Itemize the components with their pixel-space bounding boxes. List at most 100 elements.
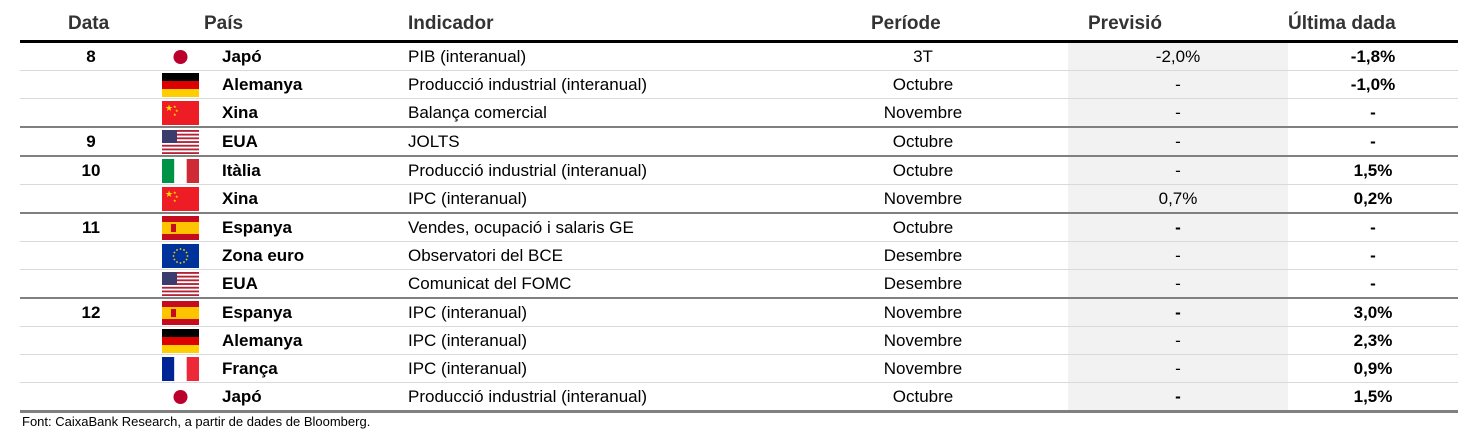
- table-row: ★ ★ ★ ★ Xina IPC (interanual) Novembre 0,7%…: [20, 184, 1458, 214]
- indicator-cell: Observatori del BCE: [408, 241, 808, 270]
- flag-italy-icon: [162, 158, 199, 183]
- last-value-cell: 0,2%: [1288, 184, 1458, 214]
- flag-china-icon: ★ ★ ★ ★: [162, 186, 199, 211]
- date-cell: [20, 184, 162, 214]
- forecast-cell: -: [1068, 382, 1288, 413]
- date-cell: 11: [20, 212, 162, 242]
- country-cell: EUA: [222, 126, 408, 157]
- indicator-cell: Vendes, ocupació i salaris GE: [408, 212, 808, 242]
- indicator-cell: PIB (interanual): [408, 40, 808, 71]
- period-cell: Novembre: [808, 297, 1068, 327]
- svg-text:★: ★: [175, 194, 179, 199]
- date-cell: [20, 269, 162, 299]
- indicator-cell: IPC (interanual): [408, 326, 808, 355]
- country-cell: Japó: [222, 382, 408, 413]
- date-cell: 12: [20, 297, 162, 327]
- date-cell: [20, 382, 162, 413]
- last-value-cell: 0,9%: [1288, 354, 1458, 383]
- svg-text:★: ★: [173, 198, 177, 203]
- indicator-cell: JOLTS: [408, 126, 808, 157]
- country-cell: Espanya: [222, 212, 408, 242]
- indicator-cell: IPC (interanual): [408, 184, 808, 214]
- country-cell: Alemanya: [222, 326, 408, 355]
- indicator-cell: IPC (interanual): [408, 354, 808, 383]
- forecast-cell: -: [1068, 212, 1288, 242]
- table-row: 10 Itàlia Producció industrial (interanu…: [20, 155, 1458, 185]
- table-row: Japó Producció industrial (interanual) O…: [20, 382, 1458, 413]
- date-cell: [20, 241, 162, 270]
- table-row: Alemanya IPC (interanual) Novembre - 2,3…: [20, 326, 1458, 355]
- table-row: 9 EUA JOLTS Octubre - -: [20, 126, 1458, 157]
- date-cell: [20, 326, 162, 355]
- country-cell: Espanya: [222, 297, 408, 327]
- period-cell: 3T: [808, 40, 1068, 71]
- last-value-cell: -1,0%: [1288, 70, 1458, 99]
- svg-text:★: ★: [175, 108, 179, 113]
- forecast-cell: -2,0%: [1068, 40, 1288, 71]
- period-cell: Octubre: [808, 155, 1068, 185]
- last-value-cell: -: [1288, 269, 1458, 299]
- forecast-cell: -: [1068, 126, 1288, 157]
- last-value-cell: -: [1288, 98, 1458, 128]
- date-cell: [20, 354, 162, 383]
- forecast-cell: -: [1068, 326, 1288, 355]
- svg-text:★: ★: [173, 104, 177, 109]
- table-row: Alemanya Producció industrial (interanua…: [20, 70, 1458, 99]
- flag-germany-icon: [162, 72, 199, 97]
- last-value-cell: -: [1288, 126, 1458, 157]
- svg-text:★: ★: [165, 189, 173, 199]
- svg-text:★: ★: [173, 190, 177, 195]
- indicator-cell: Producció industrial (interanual): [408, 70, 808, 99]
- flag-japan-icon: [162, 384, 199, 409]
- last-value-cell: 2,3%: [1288, 326, 1458, 355]
- table-row: 8 Japó PIB (interanual) 3T -2,0% -1,8%: [20, 40, 1458, 71]
- last-value-cell: -: [1288, 241, 1458, 270]
- period-cell: Octubre: [808, 212, 1068, 242]
- period-cell: Desembre: [808, 269, 1068, 299]
- country-cell: França: [222, 354, 408, 383]
- period-cell: Novembre: [808, 326, 1068, 355]
- last-value-cell: -: [1288, 212, 1458, 242]
- last-value-cell: 1,5%: [1288, 382, 1458, 413]
- last-value-cell: -1,8%: [1288, 40, 1458, 71]
- forecast-cell: -: [1068, 297, 1288, 327]
- period-cell: Octubre: [808, 382, 1068, 413]
- indicator-cell: Producció industrial (interanual): [408, 382, 808, 413]
- forecast-cell: -: [1068, 269, 1288, 299]
- indicator-cell: Producció industrial (interanual): [408, 155, 808, 185]
- header-date: Data: [68, 13, 110, 34]
- last-value-cell: 1,5%: [1288, 155, 1458, 185]
- flag-spain-icon: [162, 300, 199, 325]
- indicator-cell: Balança comercial: [408, 98, 808, 128]
- header-period: Període: [871, 13, 941, 34]
- country-cell: EUA: [222, 269, 408, 299]
- country-cell: Alemanya: [222, 70, 408, 99]
- table-row: EUA Comunicat del FOMC Desembre - -: [20, 269, 1458, 299]
- period-cell: Octubre: [808, 126, 1068, 157]
- flag-china-icon: ★ ★ ★ ★: [162, 100, 199, 125]
- flag-japan-icon: [162, 44, 199, 69]
- country-cell: Itàlia: [222, 155, 408, 185]
- flag-spain-icon: [162, 215, 199, 240]
- flag-france-icon: [162, 356, 199, 381]
- period-cell: Desembre: [808, 241, 1068, 270]
- flag-germany-icon: [162, 328, 199, 353]
- header-forecast: Previsió: [1088, 13, 1162, 34]
- flag-usa-icon: [162, 129, 199, 154]
- date-cell: 10: [20, 155, 162, 185]
- country-cell: Xina: [222, 184, 408, 214]
- header-country: País: [204, 13, 244, 34]
- table-row: França IPC (interanual) Novembre - 0,9%: [20, 354, 1458, 383]
- date-cell: 9: [20, 126, 162, 157]
- svg-text:★: ★: [173, 112, 177, 117]
- period-cell: Novembre: [808, 98, 1068, 128]
- indicator-cell: IPC (interanual): [408, 297, 808, 327]
- period-cell: Novembre: [808, 184, 1068, 214]
- table-row: 11 Espanya Vendes, ocupació i salaris GE…: [20, 212, 1458, 242]
- forecast-cell: -: [1068, 70, 1288, 99]
- forecast-cell: 0,7%: [1068, 184, 1288, 214]
- source-footer: Font: CaixaBank Research, a partir de da…: [22, 414, 371, 429]
- period-cell: Octubre: [808, 70, 1068, 99]
- period-cell: Novembre: [808, 354, 1068, 383]
- country-cell: Xina: [222, 98, 408, 128]
